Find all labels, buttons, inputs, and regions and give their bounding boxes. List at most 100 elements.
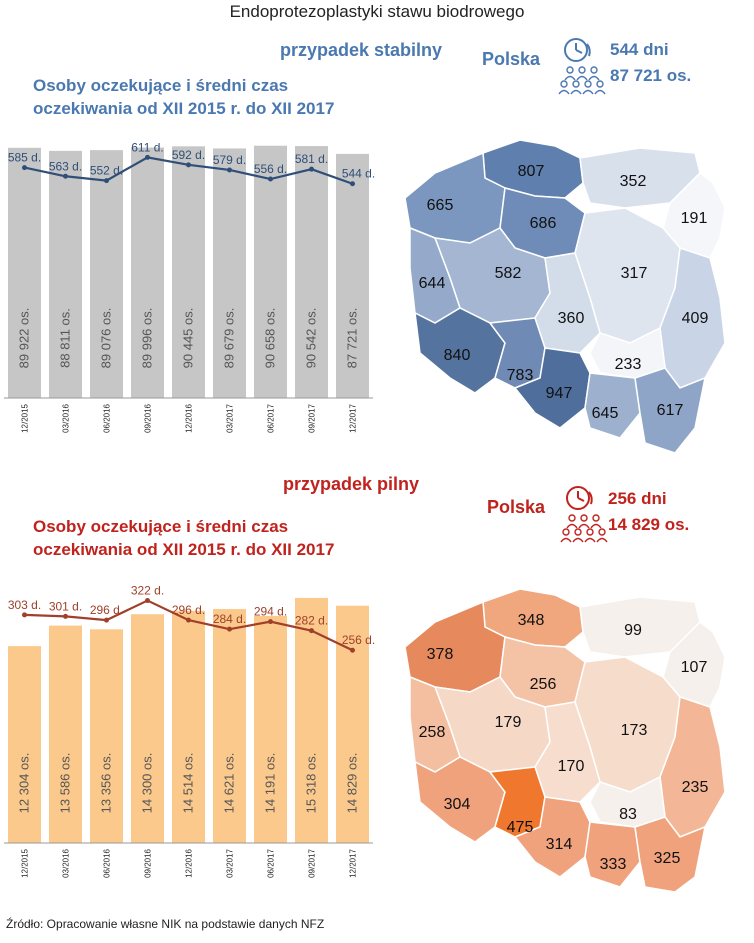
map-value-zachodniopomorskie: 665 bbox=[427, 197, 454, 214]
line-value-label: 322 d. bbox=[131, 584, 164, 598]
line-value-label: 544 d. bbox=[342, 167, 375, 181]
bar-value-label: 14 621 os. bbox=[222, 753, 237, 814]
x-tick-label: 12/2017 bbox=[349, 403, 358, 432]
region-podkarpackie bbox=[634, 816, 707, 893]
map-value-slaskie: 314 bbox=[546, 836, 573, 853]
bar-value-label: 89 996 os. bbox=[140, 308, 155, 369]
map-value-lubelskie: 235 bbox=[682, 779, 709, 796]
persons-stat-stable: 87 721 os. bbox=[610, 66, 692, 85]
map-value-malopolskie: 645 bbox=[592, 405, 619, 422]
region-malopolskie bbox=[584, 821, 641, 888]
x-tick-label: 03/2016 bbox=[62, 403, 71, 432]
bar-value-label: 14 514 os. bbox=[181, 753, 196, 814]
bar-value-label: 88 811 os. bbox=[58, 308, 73, 368]
x-tick-label: 06/2016 bbox=[103, 848, 112, 877]
map-value-wielkopolskie: 179 bbox=[495, 714, 522, 731]
bar bbox=[49, 150, 82, 398]
line-point bbox=[186, 162, 191, 168]
bar bbox=[295, 597, 328, 843]
clock-icon bbox=[564, 38, 591, 62]
source-note: Źródło: Opracowanie własne NIK na podsta… bbox=[6, 917, 325, 931]
line-value-label: 282 d. bbox=[295, 614, 328, 628]
subtitle-line-1: Osoby oczekujące i średni czas bbox=[33, 76, 289, 95]
x-tick-label: 12/2015 bbox=[21, 848, 30, 877]
chart-subtitle-urgent: Osoby oczekujące i średni czas oczekiwan… bbox=[33, 515, 334, 561]
line-value-label: 579 d. bbox=[213, 153, 246, 167]
bar-value-label: 14 829 os. bbox=[345, 753, 360, 814]
line-point bbox=[22, 612, 27, 618]
region-slaskie bbox=[513, 347, 591, 429]
line-point bbox=[309, 628, 314, 634]
line-value-label: 256 d. bbox=[342, 633, 375, 647]
bar bbox=[295, 146, 328, 398]
chart-urgent: 12 304 os. 12/2015 13 586 os. 03/2016 13 356… bbox=[4, 584, 375, 878]
map-value-pomorskie: 807 bbox=[518, 163, 545, 180]
x-tick-label: 03/2016 bbox=[62, 848, 71, 877]
bar-value-label: 89 922 os. bbox=[17, 308, 32, 369]
bar bbox=[8, 646, 41, 843]
bar-value-label: 15 318 os. bbox=[304, 753, 319, 814]
region-podkarpackie bbox=[634, 367, 707, 454]
map-value-mazowieckie: 173 bbox=[621, 722, 648, 739]
bar bbox=[90, 629, 123, 843]
line-point bbox=[145, 154, 150, 160]
line-point bbox=[145, 598, 150, 604]
line-point bbox=[350, 181, 355, 187]
bar-value-label: 14 191 os. bbox=[263, 753, 278, 814]
line-point bbox=[268, 176, 273, 182]
days-stat-stable: 544 dni bbox=[610, 40, 669, 59]
line-value-label: 592 d. bbox=[172, 148, 205, 162]
map-value-kujawsko-pomorskie: 256 bbox=[530, 676, 557, 693]
bar bbox=[254, 145, 287, 398]
clock-icon bbox=[566, 486, 593, 510]
x-tick-label: 12/2016 bbox=[185, 403, 194, 432]
x-tick-label: 06/2017 bbox=[267, 848, 276, 877]
bar-value-label: 87 721 os. bbox=[345, 308, 360, 369]
x-tick-label: 03/2017 bbox=[226, 403, 235, 432]
urgent-icons bbox=[560, 486, 608, 543]
bar-value-label: 89 679 os. bbox=[222, 308, 237, 369]
bar bbox=[336, 153, 369, 398]
bar-value-label: 90 658 os. bbox=[263, 308, 278, 369]
region-slaskie bbox=[513, 796, 591, 878]
bar bbox=[172, 610, 205, 843]
map-value-warminsko-mazurskie: 99 bbox=[624, 622, 642, 639]
map-value-opolskie: 783 bbox=[507, 367, 534, 384]
chart-subtitle-stable: Osoby oczekujące i średni czas oczekiwan… bbox=[33, 74, 334, 120]
people-group-icon bbox=[560, 514, 608, 543]
x-tick-label: 06/2016 bbox=[103, 403, 112, 432]
line-point bbox=[22, 165, 27, 171]
line-point bbox=[350, 647, 355, 653]
case-label-urgent: przypadek pilny bbox=[283, 474, 420, 494]
x-tick-label: 09/2017 bbox=[308, 403, 317, 432]
map-value-malopolskie: 333 bbox=[600, 856, 627, 873]
line-point bbox=[227, 167, 232, 173]
bar bbox=[254, 615, 287, 843]
x-tick-label: 06/2017 bbox=[267, 403, 276, 432]
line-value-label: 296 d. bbox=[172, 603, 205, 617]
x-tick-label: 12/2017 bbox=[349, 848, 358, 877]
bar-value-label: 14 300 os. bbox=[140, 753, 155, 814]
map-stable: 807 352 665 686 191 582 644 317 360 409 … bbox=[404, 139, 726, 454]
bar bbox=[131, 614, 164, 843]
x-tick-label: 12/2016 bbox=[185, 848, 194, 877]
map-value-swietokrzyskie: 233 bbox=[615, 356, 642, 373]
bar-value-label: 90 542 os. bbox=[304, 308, 319, 369]
line-point bbox=[104, 178, 109, 184]
stable-icons bbox=[558, 38, 606, 95]
bar-value-label: 13 586 os. bbox=[58, 753, 73, 814]
subtitle-line-2: oczekiwania od XII 2015 r. do XII 2017 bbox=[33, 99, 335, 118]
bar bbox=[213, 148, 246, 398]
map-value-lubuskie: 644 bbox=[419, 275, 446, 292]
line-value-label: 294 d. bbox=[254, 605, 287, 619]
bar bbox=[213, 609, 246, 843]
line-point bbox=[309, 166, 314, 172]
map-value-podkarpackie: 617 bbox=[657, 402, 684, 419]
bar-value-label: 90 445 os. bbox=[181, 308, 196, 369]
line-value-label: 284 d. bbox=[213, 612, 246, 626]
map-value-podkarpackie: 325 bbox=[654, 850, 681, 867]
country-label-stable: Polska bbox=[482, 49, 541, 69]
map-value-podlaskie: 191 bbox=[681, 210, 708, 227]
map-value-lodzkie: 170 bbox=[558, 758, 585, 775]
line-value-label: 585 d. bbox=[8, 151, 41, 165]
